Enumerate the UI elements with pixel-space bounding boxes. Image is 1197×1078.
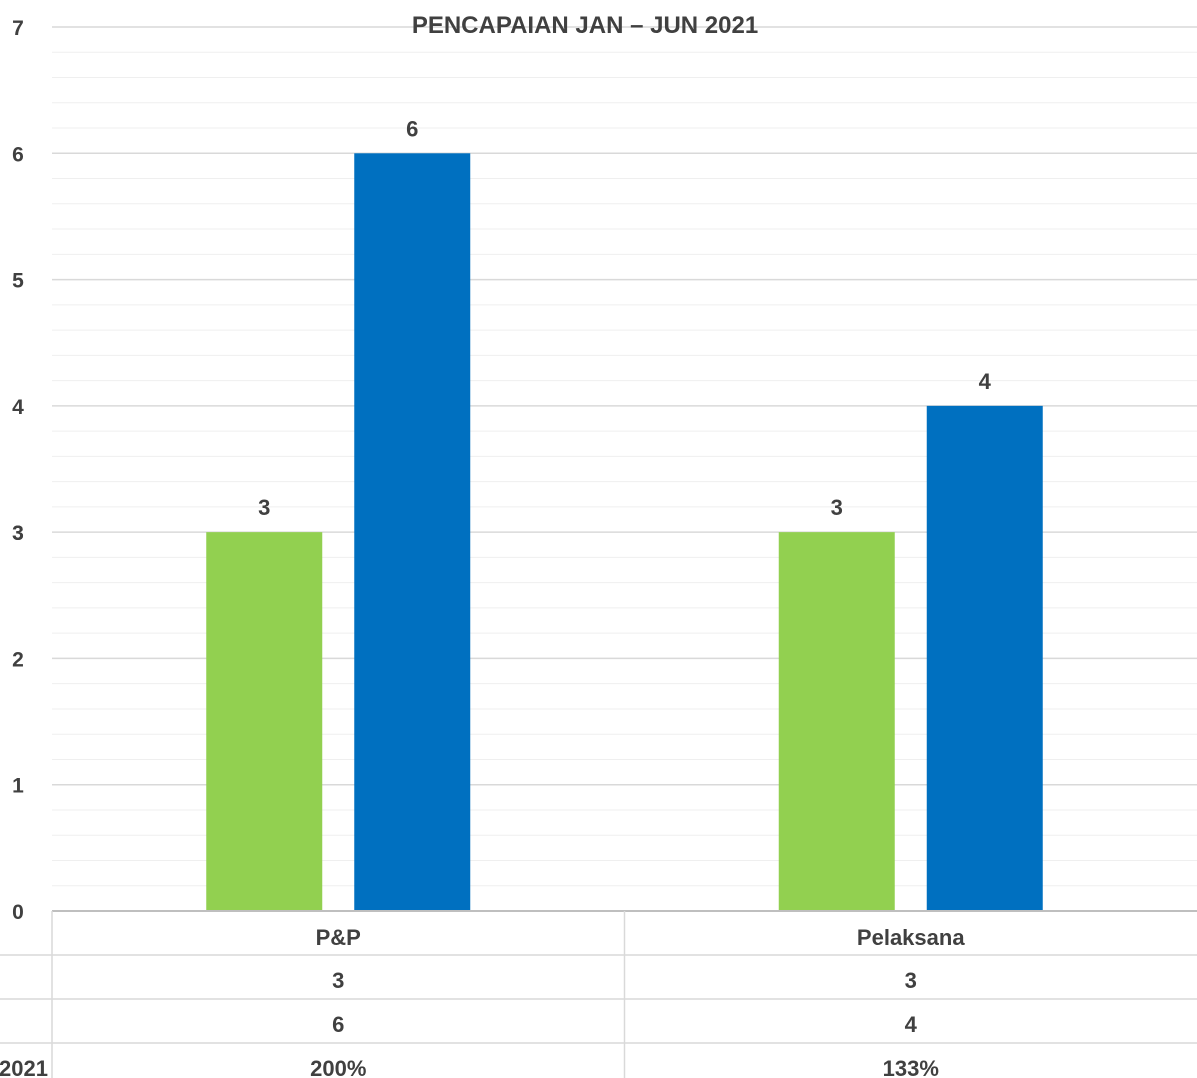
bar [354, 153, 471, 912]
bar-data-label: 3 [831, 495, 843, 520]
table-category-label: P&P [316, 925, 361, 950]
table-cell: 200% [310, 1056, 366, 1078]
bar-data-label: 6 [406, 116, 418, 141]
y-tick-label: 1 [12, 775, 24, 798]
chart-title: PENCAPAIAN JAN – JUN 2021 [412, 12, 758, 39]
y-tick-label: 5 [12, 270, 24, 293]
table-category-label: Pelaksana [857, 925, 965, 950]
bar [778, 532, 895, 911]
y-tick-label: 6 [12, 143, 24, 166]
y-tick-label: 3 [12, 522, 24, 545]
table-cell: 3 [332, 968, 344, 993]
y-tick-label: 4 [12, 396, 24, 419]
bars [206, 153, 1043, 912]
bar [926, 405, 1043, 911]
data-labels: 3 6 3 4 [258, 116, 992, 520]
bar-data-label: 4 [979, 369, 992, 394]
bar-data-label: 3 [258, 495, 270, 520]
table-cell: 4 [905, 1012, 918, 1037]
table-cell: 133% [883, 1056, 939, 1078]
y-tick-label: 7 [12, 17, 24, 40]
table-cell: 3 [905, 968, 917, 993]
bar [206, 532, 323, 911]
y-tick-label: 2 [12, 648, 24, 671]
table-row-label: 2021 [0, 1056, 48, 1078]
y-tick-label: 3 [12, 522, 24, 545]
data-table: P&P Pelaksana 3 3 6 4 2021 200% 133% [0, 910, 1197, 1078]
table-cell: 6 [332, 1012, 344, 1037]
y-tick-label: 0 [12, 901, 24, 924]
